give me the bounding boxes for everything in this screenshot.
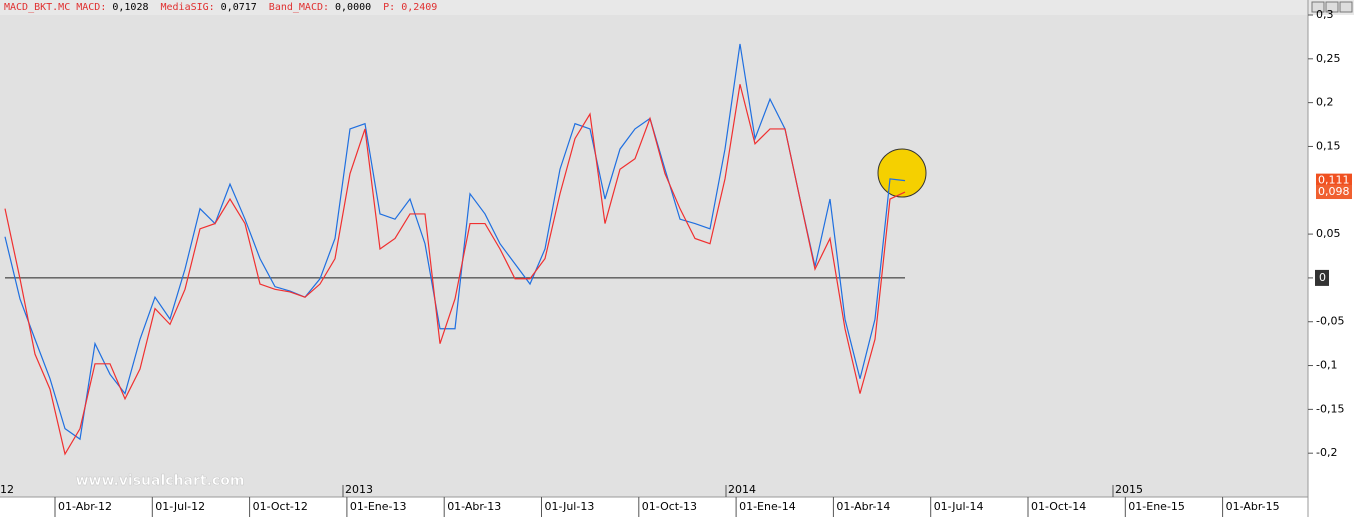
highlight-circle (877, 148, 927, 198)
x-tick-label: 01-Ene-13 (350, 500, 407, 513)
header-value: 0,0717 (221, 2, 257, 13)
minimize-button[interactable] (1311, 1, 1325, 13)
last-value-label: 0,098 (1318, 185, 1350, 198)
year-label: 2013 (345, 483, 373, 496)
year-label: 12 (0, 483, 14, 496)
close-button[interactable] (1339, 1, 1353, 13)
header-bar (0, 0, 1354, 15)
x-tick-label: 01-Abr-12 (58, 500, 112, 513)
year-label: 2014 (728, 483, 756, 496)
year-label: 2015 (1115, 483, 1143, 496)
x-tick-label: 01-Jul-13 (545, 500, 595, 513)
x-tick-label: 01-Abr-15 (1226, 500, 1280, 513)
y-tick-label: -0,15 (1316, 402, 1344, 415)
reference-label-box (1315, 269, 1329, 286)
restore-button[interactable] (1325, 1, 1339, 13)
x-tick-label: 01-Oct-14 (1031, 500, 1086, 513)
x-tick-label: 01-Jul-14 (934, 500, 984, 513)
header-value: 0,0000 (335, 2, 371, 13)
y-tick-label: 0,15 (1316, 139, 1341, 152)
line-series (4, 84, 906, 456)
line-series (4, 43, 906, 441)
header-value: 0,2409 (401, 2, 437, 13)
last-label-box (1316, 173, 1352, 188)
x-tick-label: 01-Oct-12 (253, 500, 308, 513)
watermark: www.visualchart.com (76, 473, 245, 489)
x-tick-label: 01-Ene-14 (739, 500, 796, 513)
x-tick-label: 01-Jul-12 (155, 500, 205, 513)
window-buttons[interactable] (1311, 1, 1353, 13)
header-label: P: (383, 2, 395, 13)
y-tick-label: 0,05 (1316, 227, 1341, 240)
y-tick-label: 0,25 (1316, 52, 1341, 65)
last-value-label: 0,111 (1318, 174, 1350, 187)
header-label: MACD_BKT.MC MACD: (4, 2, 106, 13)
header-label: Band_MACD: (269, 2, 329, 13)
header-label: MediaSIG: (160, 2, 214, 13)
plot-area (0, 15, 1308, 497)
reference-label: 0 (1319, 271, 1326, 284)
y-tick-label: -0,1 (1316, 359, 1337, 372)
x-tick-label: 01-Abr-13 (447, 500, 501, 513)
x-tick-label: 01-Oct-13 (642, 500, 697, 513)
last-label-box (1316, 185, 1352, 200)
header-value: 0,1028 (112, 2, 148, 13)
y-tick-label: -0,05 (1316, 315, 1344, 328)
y-tick-label: -0,2 (1316, 446, 1337, 459)
x-tick-label: 01-Ene-15 (1128, 500, 1185, 513)
y-tick-label: 0,2 (1316, 96, 1334, 109)
y-tick-label: 0,3 (1316, 8, 1334, 21)
x-tick-label: 01-Abr-14 (836, 500, 890, 513)
